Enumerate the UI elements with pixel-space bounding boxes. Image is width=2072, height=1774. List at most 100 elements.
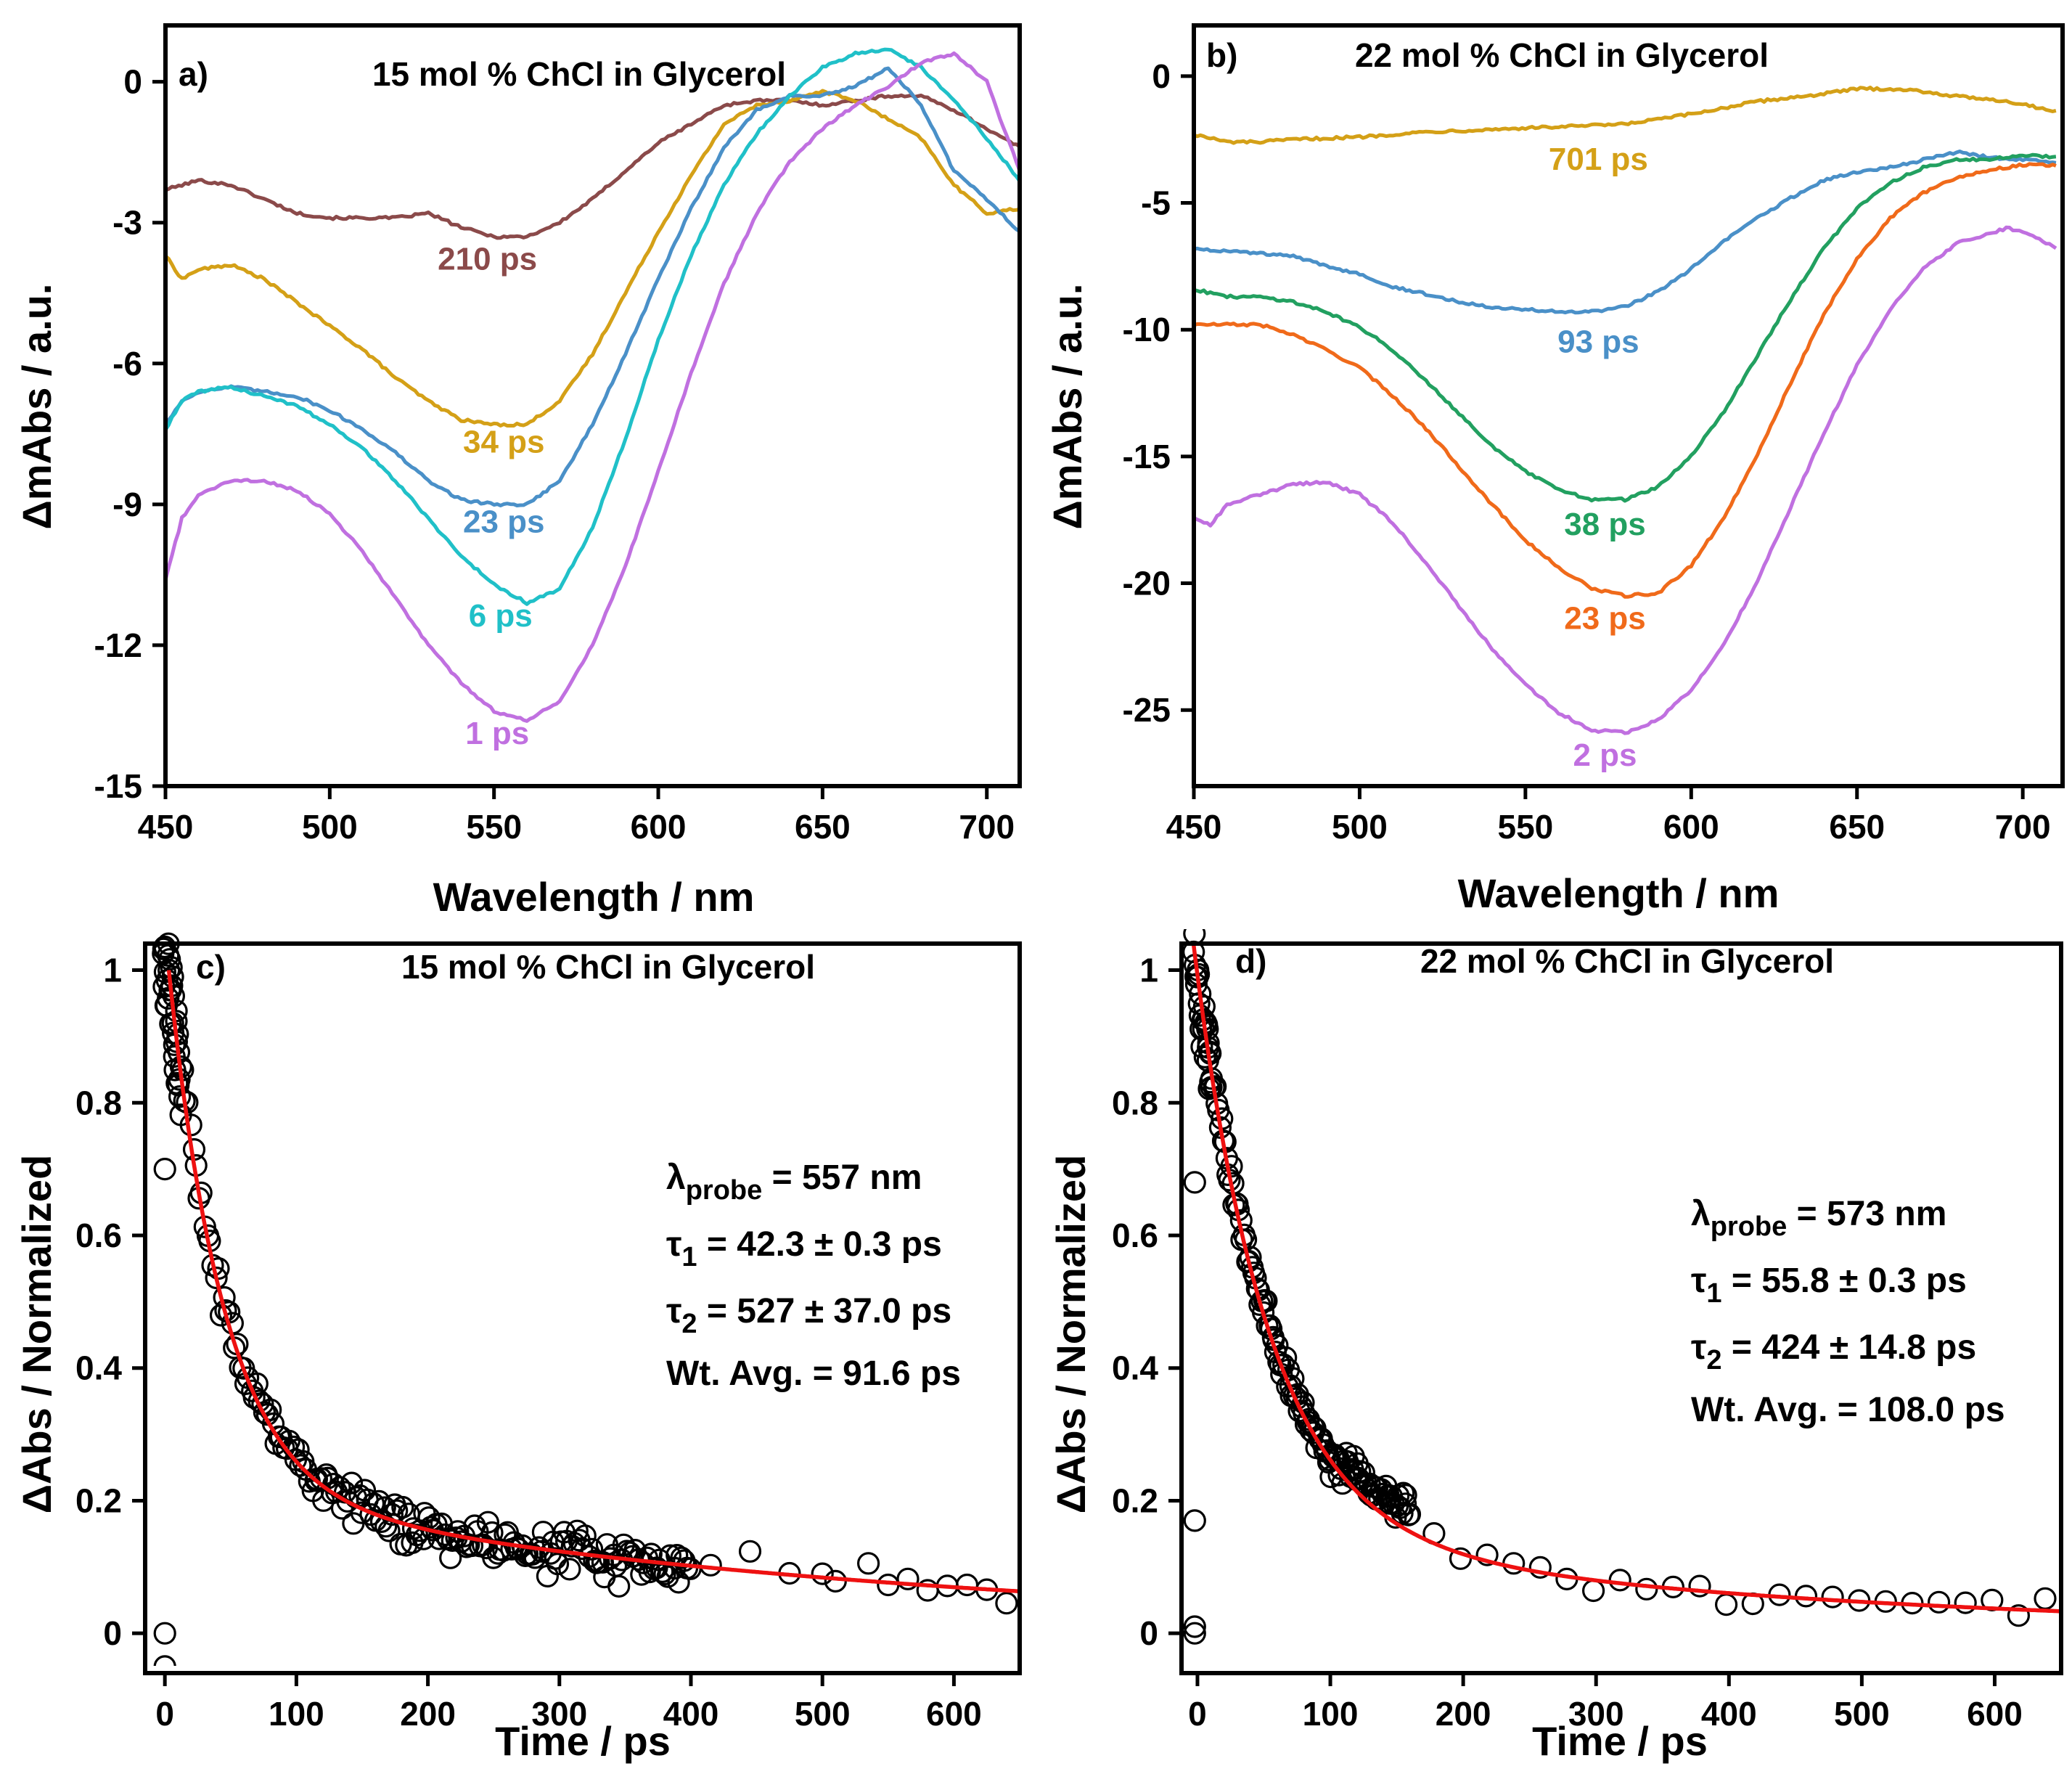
panel-b-curve-label: 93 ps [1557, 324, 1639, 360]
panel-d-data-point [1928, 1590, 1951, 1614]
panel-d-data-point [1183, 1171, 1206, 1194]
panel-d-data-point [1398, 1503, 1422, 1526]
panel-b-curve-label: 38 ps [1564, 507, 1646, 542]
panel-c-xtick-label: 0 [155, 1695, 174, 1733]
panel-c-ytick-label: 0.8 [75, 1084, 122, 1121]
panel-a-curve-label: 34 ps [463, 425, 545, 460]
panel-c-xtick-label: 500 [795, 1695, 851, 1733]
panel-d-data-point [1954, 1591, 1977, 1614]
panel-c-data-point [340, 1471, 364, 1495]
panel-d-data-point [1255, 1289, 1278, 1312]
panel-d-xlabel: Time / ps [1532, 1718, 1708, 1764]
panel-d-ytick-label: 0.8 [1112, 1084, 1158, 1121]
panel-b-xtick-label: 700 [1995, 808, 2051, 846]
panel-d-title: 22 mol % ChCl in Glycerol [1420, 942, 1834, 980]
panel-b-ytick-label: 0 [1152, 57, 1171, 95]
panel-c-data-point [205, 1266, 228, 1290]
panel-d-data-point [1183, 1615, 1206, 1638]
panel-d-data-point [1393, 1492, 1417, 1516]
panel-c-xtick-label: 200 [400, 1695, 456, 1733]
panel-c-ytick-label: 0.6 [75, 1217, 122, 1254]
panel-a-xtick-label: 550 [466, 808, 522, 846]
panel-c-ytick-label: 0.4 [75, 1349, 122, 1387]
panel-c-ytick-label: 0 [103, 1614, 122, 1652]
panel-a-title: 15 mol % ChCl in Glycerol [372, 55, 786, 93]
panel-c-xtick-label: 400 [663, 1695, 719, 1733]
panel-a-plot-layer: 450 500 550 600 650 700 0 -3 -6 -9 -12 -15 210 ps 34 … [94, 47, 1020, 846]
panel-c-data-point [153, 1157, 176, 1181]
panel-c-data-point [153, 1655, 176, 1666]
panel-a-series-group [165, 47, 1020, 723]
panel-d-ylabel: ΔAbs / Normalized [1048, 1155, 1094, 1514]
panel-d-data-point [1193, 1045, 1216, 1068]
panel-a-curve-label: 1 ps [465, 716, 529, 751]
panel-d-data-point [1392, 1481, 1415, 1505]
panel-c-tau1: τ1 = 42.3 ± 0.3 ps [666, 1225, 942, 1272]
panel-a-series-34-ps [165, 89, 1020, 428]
panel-c-lambda-probe: λprobe = 557 nm [666, 1158, 922, 1206]
panel-b-spectra-22mol: 450 500 550 600 650 700 0 -5 -10 -15 -20 -25 701 ps 9… [1044, 23, 2065, 916]
panel-a-curve-label: 23 ps [463, 504, 545, 540]
panel-d-ytick-label: 0.2 [1112, 1481, 1158, 1519]
panel-b-curve-label: 23 ps [1564, 600, 1646, 636]
panel-c-data-point [896, 1567, 920, 1590]
panel-b-series-2-ps [1194, 225, 2057, 735]
panel-b-series-701-ps [1194, 86, 2057, 145]
panel-b-series-93-ps [1194, 150, 2057, 315]
panel-c-xtick-label: 600 [926, 1695, 982, 1733]
panel-c-ytick-label: 1 [103, 952, 122, 989]
panel-c-data-point [955, 1573, 979, 1597]
panel-b-xtick-label: 450 [1166, 808, 1222, 846]
panel-d-data-point [2007, 1604, 2030, 1627]
panel-d-data-point [1715, 1593, 1738, 1616]
panel-d-data-point [1608, 1569, 1631, 1592]
panel-d-xtick-label: 500 [1834, 1695, 1890, 1733]
panel-d-ytick-label: 1 [1139, 952, 1158, 989]
panel-b-xtick-label: 500 [1332, 808, 1388, 846]
panel-c-ylabel: ΔAbs / Normalized [14, 1155, 60, 1514]
panel-c-fit-curve [166, 970, 1020, 1594]
panel-c-data-point [161, 965, 184, 989]
panel-d-tau2: τ2 = 424 ± 14.8 ps [1691, 1328, 1976, 1376]
panel-a-xtick-label: 650 [795, 808, 851, 846]
panel-c-data-point [570, 1537, 594, 1561]
panel-c-data-point [168, 1085, 192, 1108]
panel-c-ytick-label: 0.2 [75, 1481, 122, 1519]
panel-c-data-point [995, 1592, 1018, 1615]
panel-a-spectra-15mol: 450 500 550 600 650 700 0 -3 -6 -9 -12 -15 210 ps 34 … [14, 23, 1022, 920]
panel-b-curve-label: 2 ps [1573, 737, 1637, 773]
panel-d-fit-curve [1191, 943, 2061, 1614]
panel-a-series-210-ps [165, 93, 1020, 240]
panel-b-xtick-label: 650 [1829, 808, 1885, 846]
panel-b-curve-label: 701 ps [1549, 142, 1648, 177]
panel-b-letter: b) [1206, 36, 1237, 74]
panel-d-ytick-label: 0 [1139, 1614, 1158, 1652]
panel-d-data-points [1182, 929, 2061, 1645]
panel-b-ytick-label: -5 [1141, 184, 1171, 222]
panel-c-data-point [417, 1506, 441, 1529]
panel-d-xtick-label: 300 [1568, 1695, 1624, 1733]
panel-a-ytick-label: -15 [94, 767, 142, 805]
panel-d-data-point [1528, 1556, 1552, 1579]
panel-c-letter: c) [196, 948, 226, 986]
panel-d-data-point [1821, 1585, 1844, 1609]
panel-b-plot-layer: 450 500 550 600 650 700 0 -5 -10 -15 -20 -25 701 ps 9… [1123, 57, 2057, 846]
panel-c-data-point [476, 1511, 500, 1534]
panel-c-fit-params: λprobe = 557 nm τ1 = 42.3 ± 0.3 ps τ2 = … [666, 1158, 961, 1393]
panel-c-data-point [546, 1553, 570, 1576]
panel-b-series-38-ps [1194, 152, 2057, 503]
panel-b-ytick-label: -15 [1123, 438, 1171, 475]
panel-b-xtick-label: 600 [1663, 808, 1719, 846]
panel-d-data-point [1352, 1461, 1376, 1484]
panel-a-xtick-label: 700 [959, 808, 1015, 846]
panel-d-data-point [1635, 1577, 1658, 1601]
panel-b-ytick-label: -25 [1123, 691, 1171, 729]
panel-d-data-point [1582, 1579, 1605, 1603]
panel-d-data-point [1274, 1346, 1298, 1370]
panel-d-xtick-label: 0 [1188, 1695, 1207, 1733]
panel-b-ytick-label: -20 [1123, 565, 1171, 602]
panel-d-data-point [1475, 1543, 1499, 1566]
panel-d-ytick-label: 0.6 [1112, 1217, 1158, 1254]
panel-d-data-point [2034, 1587, 2057, 1610]
